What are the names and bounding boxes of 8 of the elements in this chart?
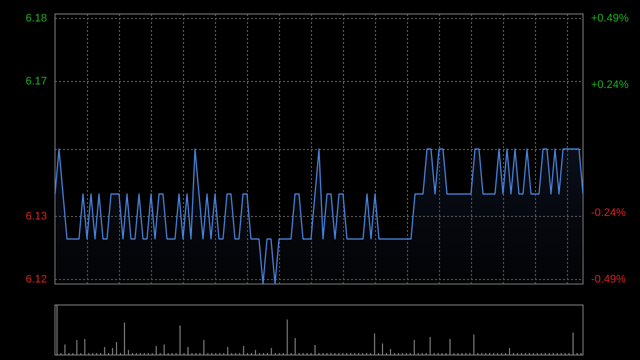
y2-tick-label: +0.49% — [591, 12, 629, 25]
y-tick-label: 6.13 — [26, 210, 47, 222]
y-tick-label: 6.12 — [26, 274, 47, 286]
y2-tick-label: -0.24% — [591, 206, 626, 219]
y-tick-label: 6.18 — [26, 12, 47, 24]
y-tick-label: 6.17 — [26, 76, 47, 88]
y2-tick-label: -0.49% — [591, 273, 626, 286]
y2-tick-label: +0.24% — [591, 79, 629, 92]
